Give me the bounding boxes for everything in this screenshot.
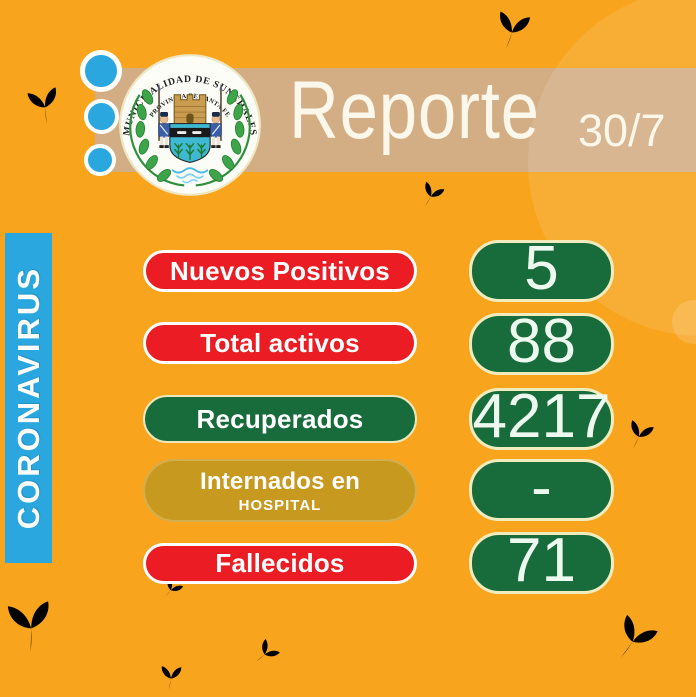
stat-value: 71: [507, 526, 576, 595]
crest-castle: [173, 94, 207, 125]
leaf-icon: [7, 599, 57, 654]
blue-dot: [80, 50, 122, 92]
stat-value-pill: 88: [469, 307, 614, 376]
stat-label-pill: Recuperados: [143, 395, 417, 443]
stat-value-pill: -: [469, 453, 614, 522]
stat-label-pill: Nuevos Positivos: [143, 250, 417, 292]
leaf-icon: [161, 666, 182, 690]
blue-dot: [84, 99, 119, 134]
stat-value: -: [531, 453, 552, 522]
stat-label-pill: Total activos: [143, 322, 417, 364]
stat-value: 5: [524, 234, 559, 303]
stat-value-pill: 5: [469, 234, 614, 303]
decor-circle: [672, 300, 696, 344]
page-title: Reporte: [289, 65, 540, 156]
stat-label: Internados en: [200, 467, 360, 495]
crest-waves: [171, 167, 209, 184]
stat-value: 88: [507, 307, 576, 376]
coronavirus-banner-label: CORONAVIRUS: [10, 266, 46, 530]
stat-label: Total activos: [200, 327, 360, 358]
leaf-icon: [250, 638, 281, 670]
crest-shield: [169, 122, 211, 164]
stat-label-pill: Internados en HOSPITAL: [143, 459, 417, 522]
leaf-icon: [27, 85, 64, 127]
stat-label-pill: Fallecidos: [143, 543, 417, 584]
leaf-icon: [625, 420, 655, 453]
blue-dot: [84, 144, 116, 176]
leaf-icon: [418, 181, 445, 211]
stat-value: 4217: [472, 382, 611, 451]
municipal-crest-logo: MUNICIPALIDAD DE SUNCHALES PROVINCIA DE …: [119, 54, 261, 196]
leaf-icon: [609, 614, 659, 667]
coronavirus-banner: CORONAVIRUS: [5, 233, 52, 563]
stat-label: Recuperados: [196, 403, 364, 434]
stat-sublabel: HOSPITAL: [238, 496, 322, 514]
stat-label: Nuevos Positivos: [170, 255, 390, 286]
leaf-icon: [495, 11, 531, 52]
stat-value-pill: 71: [469, 526, 614, 595]
stat-label: Fallecidos: [215, 548, 345, 578]
stat-value-pill: 4217: [469, 382, 614, 451]
report-date: 30/7: [578, 105, 666, 156]
